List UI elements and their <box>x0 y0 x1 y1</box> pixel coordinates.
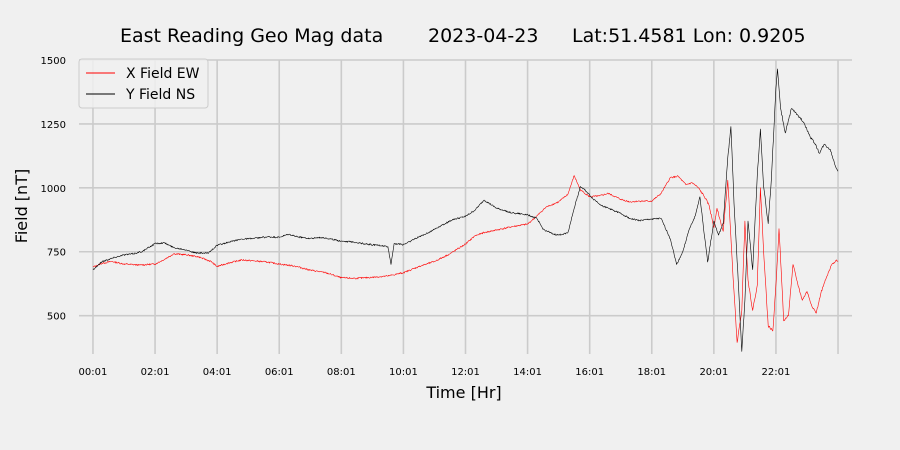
grid <box>79 59 852 354</box>
x-tick-label: 02:01 <box>141 367 170 378</box>
x-tick-label: 04:01 <box>203 367 232 378</box>
y-tick-label: 1500 <box>41 56 66 67</box>
title-name: East Reading Geo Mag data <box>120 25 383 47</box>
title-location: Lat:51.4581 Lon: 0.9205 <box>572 25 806 47</box>
x-tick-label: 20:01 <box>699 367 728 378</box>
x-axis-label: Time [Hr] <box>425 383 501 402</box>
series-layer <box>92 68 839 352</box>
title-date: 2023-04-23 <box>428 25 538 47</box>
x-tick-label: 08:01 <box>327 367 356 378</box>
x-tick-label: 10:01 <box>389 367 418 378</box>
legend-box <box>78 58 209 109</box>
x-tick-label: 16:01 <box>575 367 604 378</box>
legend-label-x-field: X Field EW <box>126 66 200 82</box>
x-tick-label: 18:01 <box>637 367 666 378</box>
x-tick-label: 06:01 <box>265 367 294 378</box>
x-tick-label: 14:01 <box>513 367 542 378</box>
chart-title: East Reading Geo Mag data 2023-04-23 Lat… <box>120 25 806 47</box>
y-tick-label: 500 <box>47 312 66 323</box>
x-tick-label: 12:01 <box>451 367 480 378</box>
x-tick-label: 22:01 <box>762 367 791 378</box>
series-line <box>92 68 839 352</box>
y-tick-label: 1000 <box>41 184 66 195</box>
tick-labels: 500 750 1000 1250 1500 00:01 02:01 04:01 06:01 08… <box>41 56 791 378</box>
legend: X Field EW Y Field NS <box>78 58 209 109</box>
x-tick-label: 00:01 <box>79 367 108 378</box>
series-line <box>92 175 839 343</box>
legend-label-y-field: Y Field NS <box>125 87 195 103</box>
y-tick-label: 1250 <box>41 120 66 131</box>
y-tick-label: 750 <box>47 248 66 259</box>
y-axis-label: Field [nT] <box>12 169 31 243</box>
